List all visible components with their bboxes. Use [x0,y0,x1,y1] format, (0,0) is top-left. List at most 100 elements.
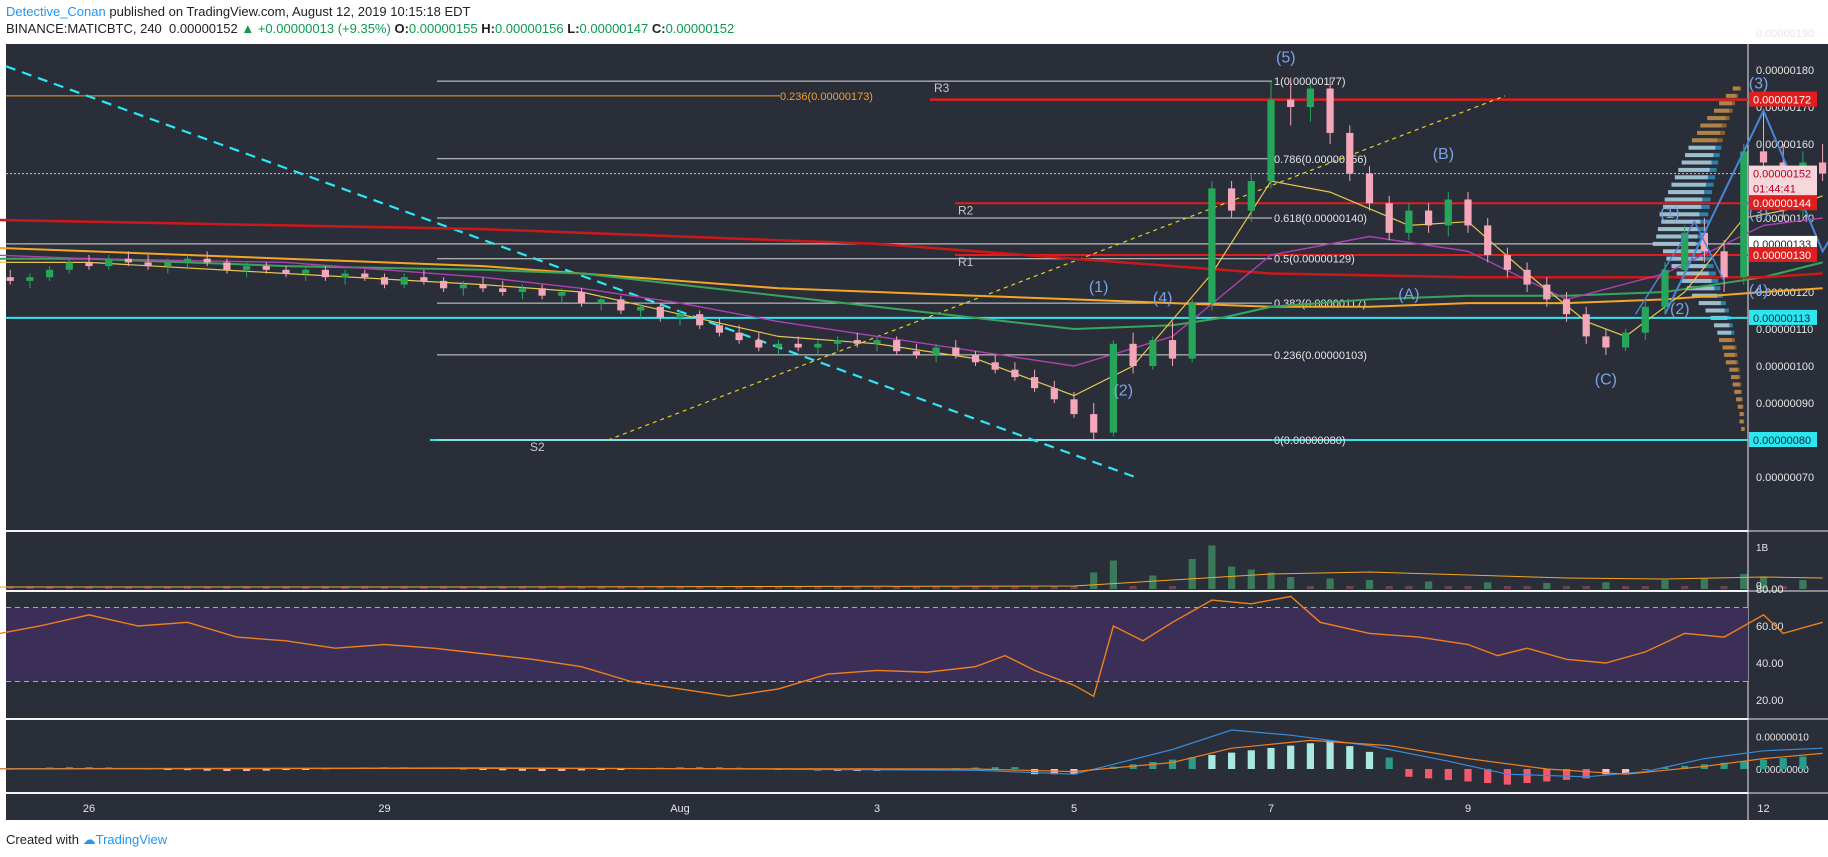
volume-profile-bar [1732,86,1740,91]
candle-body [1385,203,1393,233]
volume-bar [834,586,842,589]
candle-body [1070,399,1078,415]
candle-body [1425,210,1433,226]
candle-body [1346,132,1354,174]
candle-body [223,262,231,270]
macd-histogram-bar [1011,767,1019,769]
macd-histogram-bar [597,769,605,770]
macd-histogram-bar [1287,745,1295,769]
y-tick-label: 0.00000090 [1756,398,1814,410]
volume-bar [1602,582,1610,589]
rsi-tick: 80.00 [1756,584,1784,596]
candle-body [1228,188,1236,211]
candle-body [282,269,290,274]
volume-bar [1582,586,1590,589]
macd-histogram-bar [302,769,310,770]
candle-body [873,340,881,344]
macd-histogram-bar [1681,765,1689,769]
tradingview-brand[interactable]: TradingView [95,832,168,847]
candle-body [1582,314,1590,337]
candle-body [834,340,842,344]
volume-bar [617,586,625,589]
volume-bar [597,586,605,589]
volume-bar [971,586,980,589]
macd-histogram-bar [1740,761,1748,769]
elliott-wave-label: (B) [1433,146,1454,163]
elliott-wave-label: (A) [1398,286,1419,303]
fib-level-label: 0.618(0.00000140) [1274,213,1367,225]
macd-histogram-bar [1484,769,1492,784]
candle-body [380,277,389,285]
elliott-wave-label: (4) [1749,283,1769,300]
price-change: ▲ +0.00000013 (+9.35%) [241,21,391,36]
elliott-wave-label: (4) [1153,290,1173,307]
candle-body [656,306,664,318]
macd-histogram-bar [1425,769,1433,779]
macd-histogram-bar [1720,762,1728,769]
tradingview-logo-icon[interactable]: ☁ [82,832,96,847]
macd-histogram-bar [1799,756,1807,769]
volume-profile-bar [1719,338,1733,343]
volume-bar [1700,578,1708,589]
candle-body [1090,414,1098,433]
volume-bar [1326,578,1334,589]
candle-body [735,332,743,341]
price-pane [6,44,1748,530]
volume-profile-bar [1736,397,1742,402]
macd-histogram-bar [617,769,625,770]
macd-signal-line [0,739,1823,775]
volume-bar [518,586,526,589]
volume-profile-bar [1674,175,1708,180]
volume-profile-bar [1729,367,1738,372]
y-tick-label: 0.00000140 [1756,213,1814,225]
volume-bar [873,586,881,589]
volume-profile-bar [1719,101,1733,106]
volume-bar [558,586,566,589]
candle-body [302,269,310,274]
candle-body [1149,340,1157,366]
volume-bar [1503,586,1511,589]
candle-body [1405,210,1413,233]
volume-bar [893,586,901,589]
volume-bar [932,586,940,589]
volume-profile-bar [1678,167,1710,172]
macd-histogram-bar [1247,750,1255,769]
author-link[interactable]: Detective_Conan [6,4,106,19]
rsi-tick: 20.00 [1756,695,1784,707]
macd-histogram-bar [243,769,251,771]
volume-bar [1425,581,1433,589]
candle-body [1365,173,1374,204]
volume-bar [1385,586,1393,589]
volume-bar [1050,586,1058,589]
ma-orange-line [0,246,1823,308]
price-marker-bg [1749,195,1817,211]
volume-bar [1681,586,1689,589]
candle-body [1661,269,1669,307]
candle-body [577,292,586,304]
candle-body [341,273,349,278]
candle-body [499,288,507,292]
macd-histogram-bar [1523,769,1531,784]
volume-bar [1562,586,1571,589]
low-label: L: [567,21,580,36]
candle-body [1168,340,1177,359]
candle-body [243,266,251,270]
macd-histogram-bar [262,769,270,771]
candle-body [1444,199,1452,226]
macd-histogram-bar [282,769,290,771]
symbol-label: BINANCE:MATICBTC, 240 [6,21,162,36]
macd-histogram-bar [1779,758,1787,769]
volume-bar [991,586,999,589]
volume-profile-bar [1714,323,1730,328]
candle-body [1188,303,1196,359]
y-tick-label: 0.00000200 [1756,0,1814,3]
volume-profile-bar [1697,130,1720,135]
candle-body [991,362,999,370]
macd-histogram-bar [1661,767,1669,769]
volume-tick: 0 [1756,581,1762,592]
volume-bar [1740,574,1748,589]
volume-profile-bar [1707,116,1726,121]
candle-body [1720,251,1728,278]
volume-bar [912,586,920,589]
